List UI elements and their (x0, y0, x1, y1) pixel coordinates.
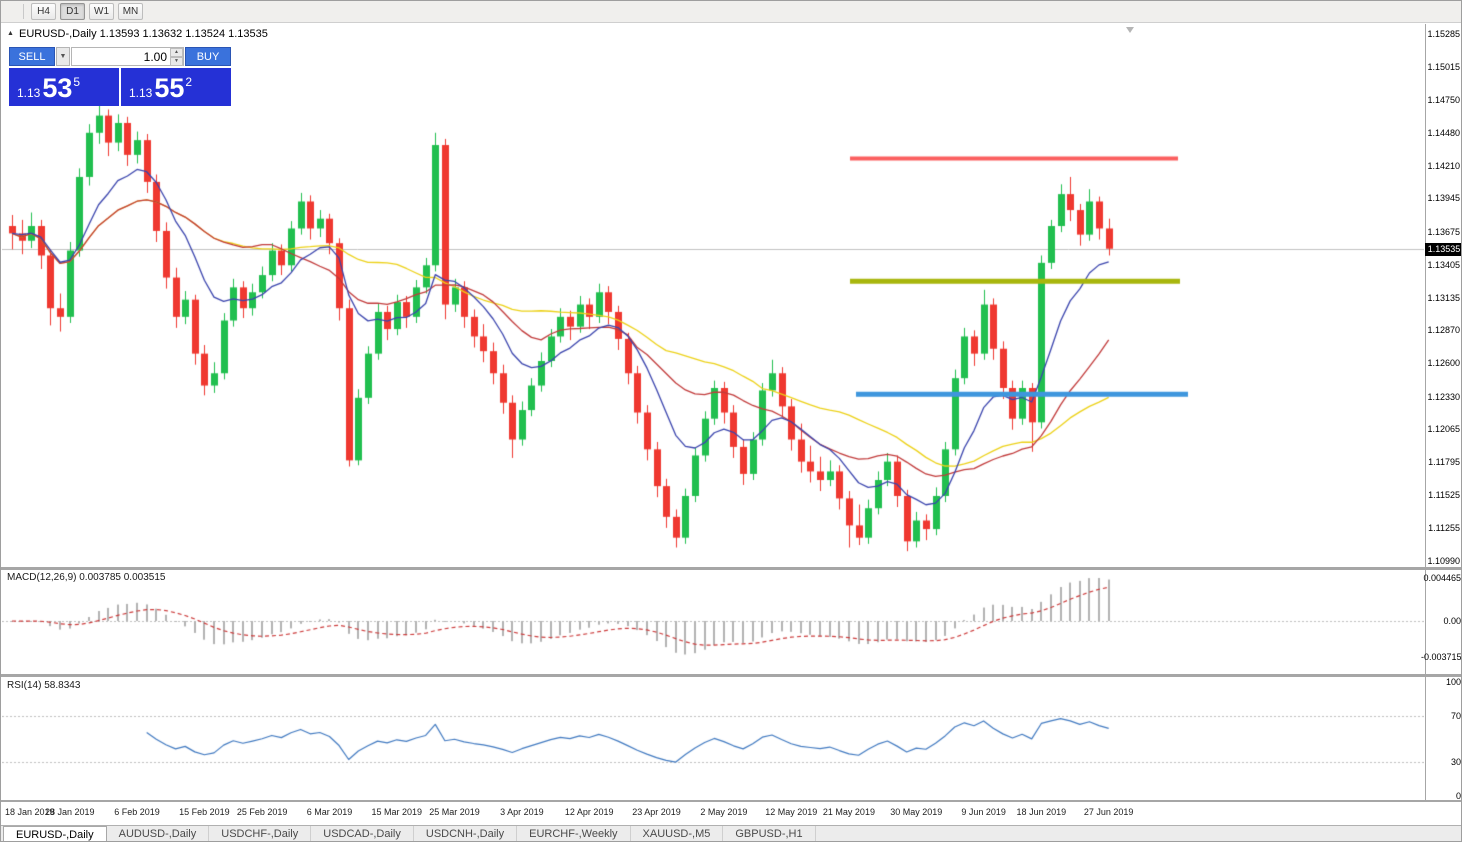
date-axis-label: 21 May 2019 (822, 807, 875, 817)
lot-size-input[interactable] (71, 47, 184, 66)
price-axis-border (1425, 24, 1426, 800)
price-axis-label: 1.13675 (1427, 226, 1460, 237)
date-axis-label: 25 Mar 2019 (429, 807, 480, 817)
price-axis-label: 1.12065 (1427, 424, 1460, 435)
macd-axis-label: -0.003715 (1421, 651, 1462, 662)
buy-price-prefix: 1.13 (129, 86, 153, 100)
rsi-axis-label: 100 (1445, 677, 1461, 687)
price-axis-label: 1.11795 (1428, 457, 1460, 468)
one-click-trading-panel: SELL ▼ ▲ ▼ BUY 1.13 53 5 1.13 55 2 (9, 47, 231, 106)
buy-price-button[interactable]: 1.13 55 2 (121, 68, 231, 106)
rsi-axis-label: 0 (1455, 791, 1461, 801)
price-axis-label: 1.14480 (1427, 127, 1460, 138)
macd-axis-label: 0.004465 (1423, 573, 1461, 583)
sell-price-button[interactable]: 1.13 53 5 (9, 68, 119, 106)
date-axis-label: 2 May 2019 (700, 807, 748, 817)
date-axis-label: 15 Mar 2019 (371, 807, 423, 817)
chart-tab-usdcad-daily[interactable]: USDCAD-,Daily (311, 826, 414, 841)
sell-button[interactable]: SELL (9, 47, 55, 66)
pane-separator[interactable] (1, 674, 1461, 677)
date-axis-label: 6 Feb 2019 (114, 807, 160, 817)
date-axis-label: 9 Jun 2019 (961, 807, 1006, 817)
date-axis-label: 18 Jun 2019 (1016, 807, 1067, 817)
price-axis-label: 1.12870 (1427, 325, 1460, 336)
date-axis-label: 18 Jan 2019 (5, 807, 55, 817)
chart-tab-eurusd-daily[interactable]: EURUSD-,Daily (3, 826, 107, 841)
chart-shift-marker-icon[interactable] (1126, 27, 1134, 33)
chart-tab-xauusd-m5[interactable]: XAUUSD-,M5 (631, 826, 724, 841)
date-axis-label: 12 Apr 2019 (564, 807, 614, 817)
chart-tab-eurchf-weekly[interactable]: EURCHF-,Weekly (517, 826, 631, 841)
chart-tab-usdcnh-daily[interactable]: USDCNH-,Daily (414, 826, 518, 841)
lot-increase-button[interactable]: ▲ (170, 48, 183, 57)
chart-tab-gbpusd-h1[interactable]: GBPUSD-,H1 (723, 826, 816, 841)
buy-button[interactable]: BUY (185, 47, 231, 66)
date-axis-label: 6 Mar 2019 (306, 807, 353, 817)
macd-indicator-label: MACD(12,26,9) 0.003785 0.003515 (7, 572, 166, 583)
price-axis-label: 1.11525 (1428, 490, 1460, 501)
timeframe-button-mn[interactable]: MN (118, 3, 143, 20)
lot-decrease-button[interactable]: ▼ (170, 57, 183, 66)
sell-price-prefix: 1.13 (17, 86, 41, 100)
rsi-axis-label: 30 (1450, 756, 1461, 767)
date-axis-label: 15 Feb 2019 (179, 807, 230, 817)
chart-tabs-bar: EURUSD-,Daily AUDUSD-,Daily USDCHF-,Daily U… (1, 825, 1461, 841)
symbol-ohlc-label: EURUSD-,Daily 1.13593 1.13632 1.13524 1.… (19, 28, 268, 40)
price-axis-label: 1.10990 (1427, 556, 1460, 566)
timeframe-toolbar: H4 D1 W1 MN (1, 1, 1461, 23)
date-axis-label: 12 May 2019 (765, 807, 818, 817)
date-axis-label: 27 Jun 2019 (1083, 807, 1134, 817)
price-axis-label: 1.12330 (1427, 391, 1460, 402)
date-axis-label: 23 Apr 2019 (632, 807, 681, 817)
price-axis-label: 1.13405 (1427, 259, 1460, 270)
lot-dropdown-button[interactable]: ▼ (56, 47, 70, 66)
macd-axis-label: 0.00 (1443, 616, 1461, 626)
price-axis-label: 1.11255 (1428, 523, 1460, 534)
chart-tab-audusd-daily[interactable]: AUDUSD-,Daily (107, 826, 210, 841)
date-axis-label: 25 Feb 2019 (236, 807, 288, 817)
rsi-indicator-label: RSI(14) 58.8343 (7, 680, 81, 691)
pane-separator[interactable] (1, 567, 1461, 570)
sell-price-pipette: 5 (73, 75, 81, 89)
rsi-axis-label: 70 (1450, 711, 1461, 722)
price-chart-canvas[interactable] (2, 24, 1424, 567)
price-axis-label: 1.15015 (1427, 62, 1460, 73)
current-price-tag: 1.13535 (1425, 242, 1461, 256)
rsi-indicator-canvas[interactable] (2, 677, 1424, 800)
price-axis-label: 1.14750 (1427, 94, 1460, 105)
trade-panel-collapse-arrow[interactable]: ▲ (7, 30, 14, 37)
sell-price-big-digits: 53 (42, 73, 73, 103)
price-axis-label: 1.12600 (1427, 358, 1460, 369)
buy-price-pipette: 2 (185, 75, 193, 89)
date-axis-label: 3 Apr 2019 (500, 807, 544, 817)
price-axis-label: 1.13135 (1427, 292, 1460, 303)
timeframe-button-h4[interactable]: H4 (31, 3, 56, 20)
price-axis-label: 1.13945 (1427, 193, 1460, 204)
macd-indicator-canvas[interactable] (2, 570, 1424, 674)
buy-price-big-digits: 55 (154, 73, 185, 103)
price-axis-label: 1.14210 (1427, 160, 1460, 171)
pane-separator (1, 800, 1461, 802)
date-axis-label: 30 May 2019 (890, 807, 943, 817)
timeframe-button-w1[interactable]: W1 (89, 3, 114, 20)
price-axis-label: 1.15285 (1427, 29, 1460, 39)
chart-tab-usdchf-daily[interactable]: USDCHF-,Daily (209, 826, 312, 841)
date-axis-label: 28 Jan 2019 (44, 807, 95, 817)
toolbar-separator (23, 4, 24, 19)
timeframe-button-d1[interactable]: D1 (60, 3, 85, 20)
